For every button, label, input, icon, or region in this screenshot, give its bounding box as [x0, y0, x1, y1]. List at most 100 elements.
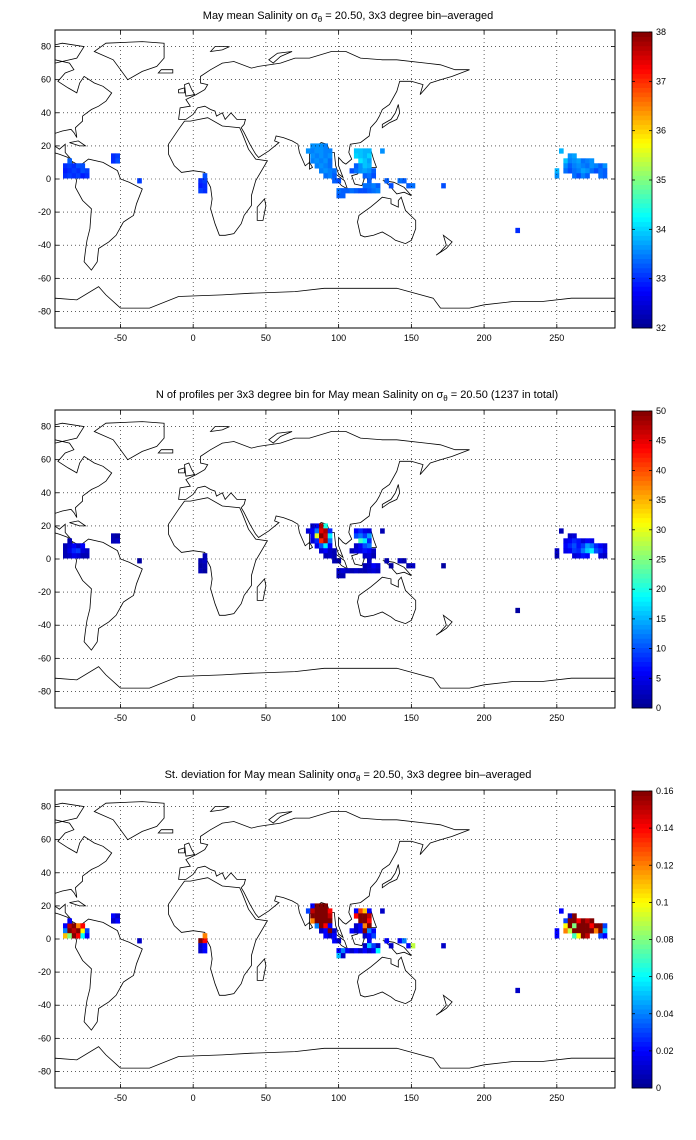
coastline	[209, 806, 230, 813]
data-bin	[327, 918, 333, 924]
data-bin	[367, 563, 372, 569]
colorbar-segment	[632, 277, 652, 283]
data-bin	[371, 173, 377, 179]
data-bin	[353, 948, 359, 954]
panel-3-map: -50 0 50 100 150 200 250 -80 -60 -40 -20 0 20 40 60 80	[38, 789, 616, 1103]
data-bin	[567, 163, 573, 169]
data-bin	[384, 558, 390, 564]
data-bin	[362, 163, 368, 169]
colorbar-segment	[632, 133, 652, 139]
coastline	[93, 41, 165, 81]
colorbar-segment	[632, 226, 652, 232]
data-bin	[563, 543, 569, 549]
data-bin	[63, 923, 68, 929]
data-bin	[67, 538, 73, 544]
data-bin	[198, 183, 203, 189]
colorbar-segment	[632, 1074, 652, 1080]
coastline	[178, 811, 470, 939]
data-bin	[63, 933, 68, 939]
data-bin	[198, 938, 203, 944]
data-bin	[327, 928, 333, 934]
colorbar-tick-label: 30	[656, 525, 666, 535]
data-bin	[358, 913, 363, 919]
colorbar-segment	[632, 633, 652, 639]
data-bin	[358, 918, 363, 924]
panel-1-title: May mean Salinity on σθ = 20.50, 3x3 deg…	[203, 10, 493, 24]
x-tick-label: -50	[114, 333, 127, 343]
data-bin	[572, 928, 577, 934]
coastline	[178, 431, 470, 559]
data-bin	[353, 163, 359, 169]
coastline	[157, 449, 174, 454]
coastline	[178, 51, 470, 179]
data-bin	[572, 163, 577, 169]
y-tick-label: 40	[41, 488, 51, 498]
colorbar-segment	[632, 689, 652, 695]
data-bin	[358, 923, 363, 929]
data-bin	[576, 168, 582, 174]
data-bin	[314, 158, 320, 164]
data-bin	[563, 928, 569, 934]
data-bin	[358, 528, 363, 534]
colorbar-segment	[632, 582, 652, 588]
data-bin	[323, 158, 329, 164]
data-bin	[602, 928, 608, 934]
data-bin	[202, 178, 208, 184]
y-tick-label: -20	[38, 207, 51, 217]
data-bin	[319, 153, 324, 159]
data-bin	[559, 148, 564, 154]
data-bin	[384, 938, 390, 944]
data-bin	[401, 178, 407, 184]
colorbar-segment	[632, 166, 652, 172]
colorbar-segment	[632, 41, 652, 47]
data-bin	[585, 543, 590, 549]
colorbar-segment	[632, 1069, 652, 1075]
colorbar-segment	[632, 45, 652, 51]
data-bin	[314, 533, 320, 539]
data-bin	[305, 148, 311, 154]
data-bin	[554, 173, 560, 179]
data-bin	[310, 148, 315, 154]
data-bin	[362, 553, 368, 559]
coastline	[69, 520, 87, 527]
data-bin	[76, 173, 81, 179]
colorbar-segment	[632, 480, 652, 486]
colorbar-tick-label: 35	[656, 175, 666, 185]
data-bin	[375, 948, 381, 954]
data-bin	[358, 568, 363, 574]
data-bin	[401, 558, 407, 564]
colorbar-segment	[632, 624, 652, 630]
data-bin	[367, 553, 372, 559]
data-bin	[367, 153, 372, 159]
data-bin	[67, 918, 73, 924]
data-bin	[572, 173, 577, 179]
x-tick-label: 100	[331, 333, 346, 343]
colorbar-segment	[632, 1036, 652, 1042]
y-tick-label: -80	[38, 686, 51, 696]
data-bin	[371, 943, 377, 949]
data-bin	[84, 933, 90, 939]
colorbar-segment	[632, 522, 652, 528]
data-bin	[323, 903, 329, 909]
data-bin	[310, 528, 315, 534]
data-bin	[585, 553, 590, 559]
coastline	[435, 614, 453, 636]
data-bin	[580, 538, 586, 544]
data-bin	[310, 533, 315, 539]
data-bin	[314, 918, 320, 924]
colorbar-segment	[632, 235, 652, 241]
colorbar-segment	[632, 1004, 652, 1010]
y-tick-label: 80	[41, 42, 51, 52]
data-bin	[67, 548, 73, 554]
data-bin	[358, 908, 363, 914]
data-bin	[327, 913, 333, 919]
colorbar-tick-label: 20	[656, 584, 666, 594]
colorbar-segment	[632, 1055, 652, 1061]
data-bin	[362, 158, 368, 164]
data-bin	[580, 158, 586, 164]
colorbar-segment	[632, 59, 652, 65]
data-bin	[371, 948, 377, 954]
data-bin	[319, 923, 324, 929]
coastline	[268, 811, 293, 824]
data-bin	[332, 933, 337, 939]
